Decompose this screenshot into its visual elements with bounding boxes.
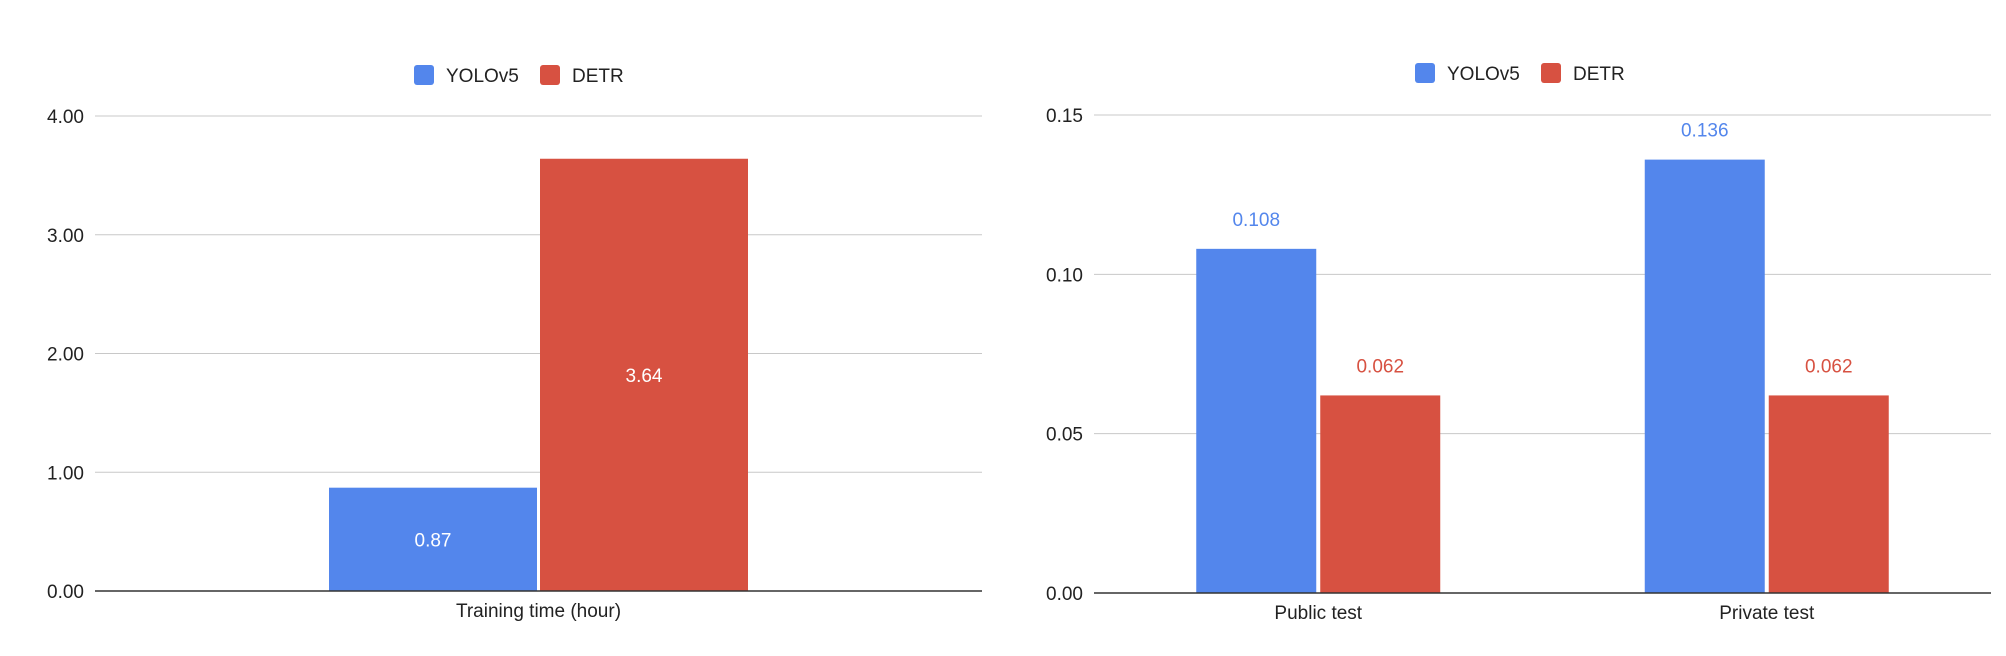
data-label: 0.108 (1232, 210, 1280, 231)
training-time-chart: 0.00 1.00 2.00 3.00 4.00 0.87 3.64 Training tim… (47, 65, 982, 622)
bar-yolov5 (329, 487, 537, 591)
legend-swatch-detr (540, 65, 560, 85)
bar-detr (540, 158, 748, 591)
y-tick-label: 1.00 (47, 463, 84, 484)
x-category-label: Private test (1719, 603, 1815, 624)
legend-label: YOLOv5 (1447, 64, 1520, 85)
legend-label: YOLOv5 (446, 66, 519, 87)
y-tick-label: 0.10 (1046, 265, 1083, 286)
data-label: 0.87 (415, 530, 452, 551)
y-tick-label: 0.15 (1046, 106, 1083, 127)
bar-yolov5 (1644, 159, 1765, 593)
data-label: 0.062 (1356, 356, 1404, 377)
y-tick-label: 3.00 (47, 226, 84, 247)
y-tick-label: 2.00 (47, 345, 84, 366)
test-score-chart: 0.00 0.05 0.10 0.15 0.108 0.062 Public test 0.1… (1046, 63, 1991, 624)
legend-label: DETR (1573, 64, 1625, 85)
y-tick-label: 4.00 (47, 107, 84, 128)
x-category-label: Training time (hour) (456, 601, 621, 622)
legend-label: DETR (572, 66, 624, 87)
x-category-label: Public test (1274, 603, 1362, 624)
legend: YOLOv5 DETR (1415, 63, 1625, 85)
bar-yolov5 (1196, 248, 1317, 593)
legend-swatch-yolov5 (414, 65, 434, 85)
legend-swatch-yolov5 (1415, 63, 1435, 83)
y-tick-label: 0.05 (1046, 425, 1083, 446)
y-tick-label: 0.00 (1046, 584, 1083, 605)
data-label: 0.062 (1805, 356, 1853, 377)
legend: YOLOv5 DETR (414, 65, 624, 87)
data-label: 0.136 (1681, 121, 1729, 142)
y-tick-label: 0.00 (47, 582, 84, 603)
bar-detr (1768, 395, 1889, 593)
data-label: 3.64 (626, 366, 663, 387)
legend-swatch-detr (1541, 63, 1561, 83)
bar-detr (1320, 395, 1441, 593)
